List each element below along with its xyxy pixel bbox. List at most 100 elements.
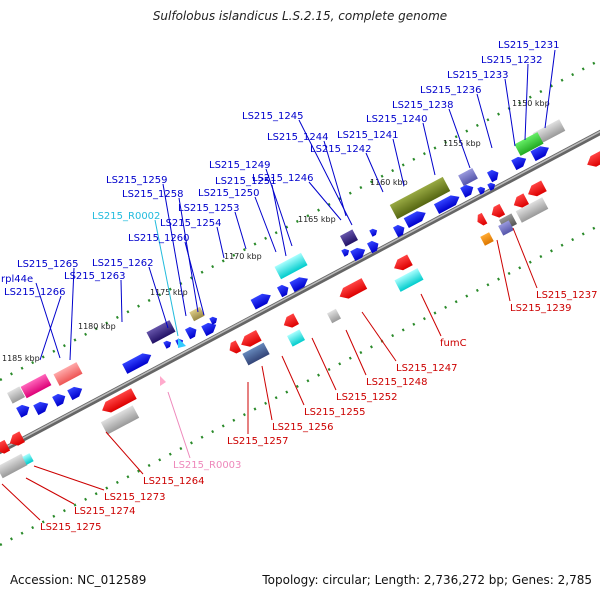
- feature-box[interactable]: [327, 308, 341, 324]
- feature-box[interactable]: [0, 453, 28, 479]
- gene-label[interactable]: LS215_1260: [128, 233, 189, 244]
- gene-arrow-forward[interactable]: [350, 245, 368, 262]
- gene-label[interactable]: LS215_1238: [392, 100, 453, 111]
- gene-label[interactable]: LS215_1245: [242, 111, 303, 122]
- gene-arrow-forward[interactable]: [163, 339, 172, 349]
- feature-box[interactable]: [515, 197, 549, 223]
- gene-label[interactable]: LS215_1257: [227, 436, 288, 447]
- gene-arrow-reverse[interactable]: [281, 313, 299, 330]
- gene-arrow-forward[interactable]: [511, 154, 529, 171]
- gene-label[interactable]: LS215_1259: [106, 175, 167, 186]
- gene-arrow-forward[interactable]: [487, 168, 501, 183]
- gene-arrow-reverse[interactable]: [0, 439, 11, 456]
- gene-arrow-forward[interactable]: [367, 239, 381, 254]
- gene-arrow-forward[interactable]: [369, 227, 378, 237]
- gene-arrow-forward[interactable]: [487, 181, 496, 191]
- gene-label[interactable]: LS215_1240: [366, 114, 427, 125]
- rna-marker[interactable]: [160, 376, 166, 386]
- gene-arrow-reverse[interactable]: [511, 193, 529, 210]
- gene-label[interactable]: LS215_1247: [396, 363, 457, 374]
- feature-box[interactable]: [498, 220, 514, 236]
- gene-label[interactable]: LS215_1231: [498, 40, 559, 51]
- gene-arrow-reverse[interactable]: [584, 150, 600, 170]
- gene-label[interactable]: LS215_1254: [160, 218, 221, 229]
- feature-box[interactable]: [514, 132, 544, 156]
- feature-box[interactable]: [532, 119, 566, 145]
- feature-box[interactable]: [287, 329, 305, 347]
- gene-label[interactable]: LS215_1264: [143, 476, 204, 487]
- gene-arrow-forward[interactable]: [433, 192, 462, 214]
- gene-label[interactable]: LS215_1255: [304, 407, 365, 418]
- gene-label[interactable]: fumC: [440, 338, 467, 349]
- feature-box[interactable]: [458, 167, 478, 187]
- gene-label[interactable]: LS215_1263: [64, 271, 125, 282]
- gene-arrow-reverse[interactable]: [99, 388, 137, 415]
- feature-box[interactable]: [394, 268, 424, 292]
- gene-arrow-forward[interactable]: [67, 384, 85, 401]
- gene-arrow-forward[interactable]: [460, 182, 476, 198]
- gene-label[interactable]: LS215_1258: [122, 189, 183, 200]
- gene-arrow-forward[interactable]: [530, 143, 551, 162]
- gene-arrow-reverse[interactable]: [227, 340, 242, 355]
- gene-label[interactable]: LS215_1273: [104, 492, 165, 503]
- gene-label[interactable]: LS215_1249: [209, 160, 270, 171]
- feature-box[interactable]: [274, 252, 308, 280]
- gene-label[interactable]: LS215_1253: [178, 203, 239, 214]
- gene-arrow-forward[interactable]: [289, 274, 310, 293]
- gene-arrow-forward[interactable]: [52, 391, 68, 407]
- gene-arrow-forward[interactable]: [201, 320, 219, 337]
- gene-label[interactable]: LS215_1248: [366, 377, 427, 388]
- gene-arrow-reverse[interactable]: [489, 203, 506, 220]
- gene-arrow-forward[interactable]: [403, 208, 429, 229]
- gene-label[interactable]: LS215_1242: [310, 144, 371, 155]
- gene-arrow-reverse[interactable]: [475, 212, 488, 227]
- gene-label[interactable]: LS215_1251: [215, 176, 276, 187]
- gene-arrow-forward[interactable]: [393, 223, 407, 238]
- gene-arrow-forward[interactable]: [209, 315, 218, 325]
- gene-arrow-reverse[interactable]: [238, 330, 262, 350]
- gene-arrow-forward[interactable]: [33, 399, 51, 416]
- gene-label[interactable]: LS215_1252: [336, 392, 397, 403]
- gene-arrow-reverse[interactable]: [391, 254, 413, 273]
- gene-label[interactable]: LS215_1246: [252, 173, 313, 184]
- rna-marker[interactable]: [178, 338, 186, 348]
- gene-arrow-forward[interactable]: [477, 185, 486, 195]
- feature-box[interactable]: [480, 232, 494, 246]
- feature-box[interactable]: [7, 386, 25, 404]
- gene-label[interactable]: LS215_1241: [337, 130, 398, 141]
- feature-box[interactable]: [100, 405, 140, 435]
- gene-label[interactable]: LS215_1250: [198, 188, 259, 199]
- gene-arrow-forward[interactable]: [250, 290, 274, 310]
- feature-box[interactable]: [340, 229, 358, 247]
- gene-label[interactable]: LS215_1233: [447, 70, 508, 81]
- gene-arrow-forward[interactable]: [341, 247, 350, 257]
- gene-label[interactable]: LS215_1275: [40, 522, 101, 533]
- gene-arrow-forward[interactable]: [122, 350, 154, 374]
- gene-label[interactable]: LS215_1239: [510, 303, 571, 314]
- gene-label[interactable]: LS215_1244: [267, 132, 328, 143]
- gene-label[interactable]: LS215_1256: [272, 422, 333, 433]
- gene-label[interactable]: LS215_1274: [74, 506, 135, 517]
- gene-label[interactable]: LS215_1262: [92, 258, 153, 269]
- gene-label[interactable]: LS215_R0002: [92, 211, 160, 222]
- gene-arrow-reverse[interactable]: [337, 278, 368, 302]
- feature-box[interactable]: [53, 362, 83, 386]
- feature-box[interactable]: [189, 306, 205, 322]
- gene-label[interactable]: LS215_1237: [536, 290, 597, 301]
- gene-arrow-forward[interactable]: [16, 402, 32, 418]
- gene-arrow-forward[interactable]: [277, 283, 291, 298]
- gene-arrow-reverse[interactable]: [525, 180, 547, 199]
- gene-label[interactable]: LS215_R0003: [173, 460, 241, 471]
- feature-box[interactable]: [22, 453, 34, 465]
- gene-label[interactable]: rpl44e: [1, 274, 33, 285]
- gene-label[interactable]: LS215_1266: [4, 287, 65, 298]
- gene-arrow-forward[interactable]: [185, 325, 199, 340]
- feature-box[interactable]: [242, 342, 270, 366]
- gene-label[interactable]: LS215_1265: [17, 259, 78, 270]
- gene-label[interactable]: LS215_1232: [481, 55, 542, 66]
- gene-arrow-reverse[interactable]: [7, 431, 25, 448]
- feature-box[interactable]: [146, 320, 176, 344]
- gene-label[interactable]: LS215_1236: [420, 85, 481, 96]
- feature-box[interactable]: [389, 176, 451, 220]
- feature-box[interactable]: [20, 373, 52, 399]
